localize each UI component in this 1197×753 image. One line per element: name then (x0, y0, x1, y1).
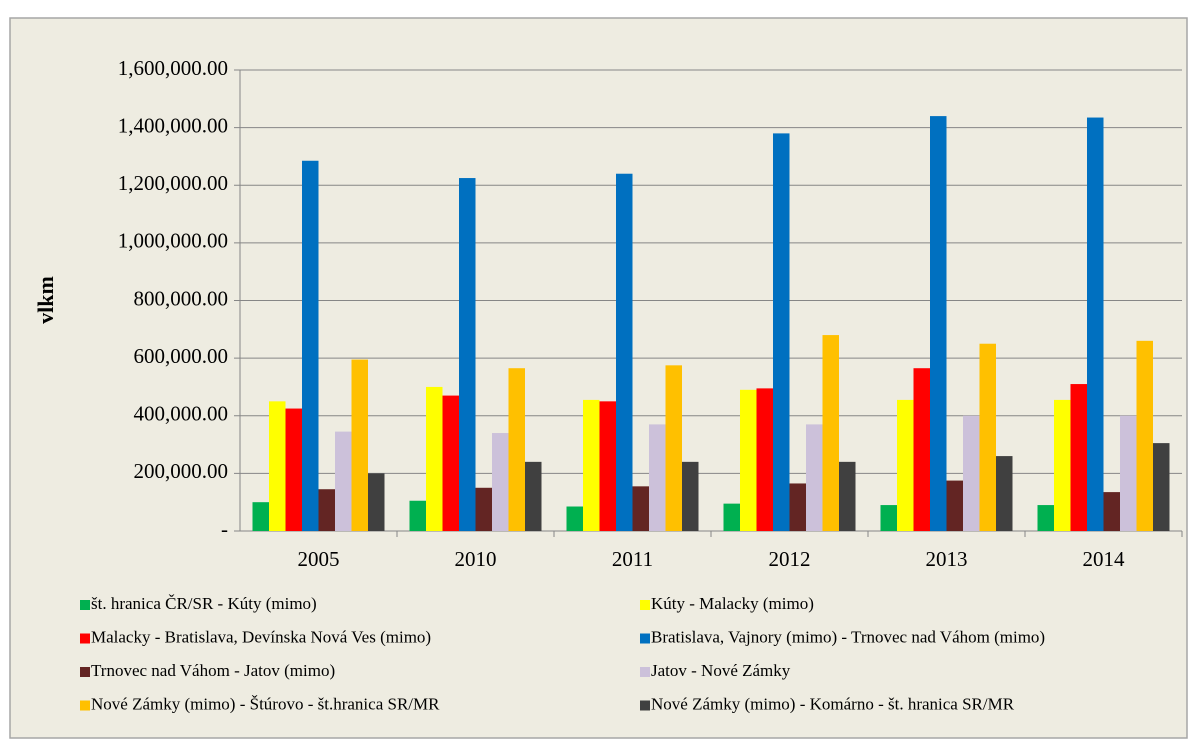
y-tick-label: - (221, 517, 228, 541)
bar (839, 461, 856, 531)
bar (285, 408, 302, 531)
bar (599, 401, 616, 531)
bar (566, 506, 583, 531)
bar (426, 386, 443, 531)
legend-label: Bratislava, Vajnory (mimo) - Trnovec nad… (651, 627, 1045, 646)
legend-label: Nové Zámky (mimo) - Komárno - št. hranic… (651, 694, 1015, 713)
legend-label: Malacky - Bratislava, Devínska Nová Ves … (91, 627, 431, 646)
bar (979, 343, 996, 531)
y-tick-label: 400,000.00 (134, 402, 229, 426)
bar (963, 415, 980, 531)
legend-label: Jatov - Nové Zámky (651, 661, 791, 680)
bar (1037, 505, 1054, 531)
y-tick-label: 1,400,000.00 (118, 113, 228, 137)
bar (649, 424, 666, 531)
legend-swatch (80, 700, 90, 711)
bar (806, 424, 823, 531)
bar (1153, 443, 1170, 531)
legend-swatch (640, 667, 650, 677)
bar (996, 456, 1013, 531)
x-tick-label: 2005 (298, 547, 340, 571)
bar (252, 502, 269, 531)
bar (525, 461, 542, 531)
bar (1054, 399, 1071, 531)
bar (1136, 340, 1153, 531)
y-tick-label: 600,000.00 (134, 344, 229, 368)
x-tick-label: 2014 (1083, 547, 1126, 571)
legend-label: št. hranica ČR/SR - Kúty (mimo) (91, 594, 317, 613)
y-tick-label: 200,000.00 (134, 459, 229, 483)
bar (897, 399, 914, 531)
bar (913, 368, 930, 531)
x-tick-label: 2012 (769, 547, 811, 571)
bar (665, 365, 682, 531)
y-tick-label: 1,200,000.00 (118, 171, 228, 195)
legend-label: Kúty - Malacky (mimo) (651, 594, 814, 613)
bar (269, 401, 286, 531)
x-tick-label: 2013 (926, 547, 968, 571)
y-tick-label: 800,000.00 (134, 286, 229, 310)
y-tick-label: 1,600,000.00 (118, 56, 228, 80)
legend-swatch (80, 667, 90, 677)
y-axis-title: vlkm (33, 276, 58, 324)
bar (1087, 117, 1104, 532)
bar (789, 483, 806, 531)
bar (822, 335, 839, 531)
bar (318, 489, 335, 531)
legend-swatch (640, 633, 650, 644)
bar (740, 389, 757, 531)
bar (409, 500, 426, 531)
bar (616, 173, 633, 531)
legend-label: Nové Zámky (mimo) - Štúrovo - št.hranica… (91, 694, 440, 713)
x-tick-label: 2011 (612, 547, 653, 571)
bar (723, 503, 740, 531)
bar (368, 473, 385, 531)
bar (302, 160, 319, 531)
bar (1120, 415, 1137, 531)
bar (632, 486, 649, 531)
legend-swatch (640, 600, 650, 610)
bar (682, 461, 699, 531)
x-tick-label: 2010 (455, 547, 497, 571)
bar (946, 480, 963, 531)
bar (880, 505, 897, 531)
bar (508, 368, 525, 531)
bar (583, 399, 600, 531)
bar (756, 388, 773, 531)
bar (930, 116, 947, 531)
bar (773, 133, 790, 531)
bar (442, 395, 459, 531)
bar (335, 431, 352, 531)
legend-swatch (80, 633, 90, 644)
bar (351, 359, 368, 531)
legend-label: Trnovec nad Váhom - Jatov (mimo) (91, 661, 335, 680)
bar (1103, 492, 1120, 531)
bar (1070, 384, 1087, 531)
legend-swatch (80, 600, 90, 610)
y-tick-label: 1,000,000.00 (118, 229, 228, 253)
legend-swatch (640, 700, 650, 711)
bar (475, 487, 492, 531)
bar (459, 178, 476, 531)
bar (492, 433, 509, 531)
